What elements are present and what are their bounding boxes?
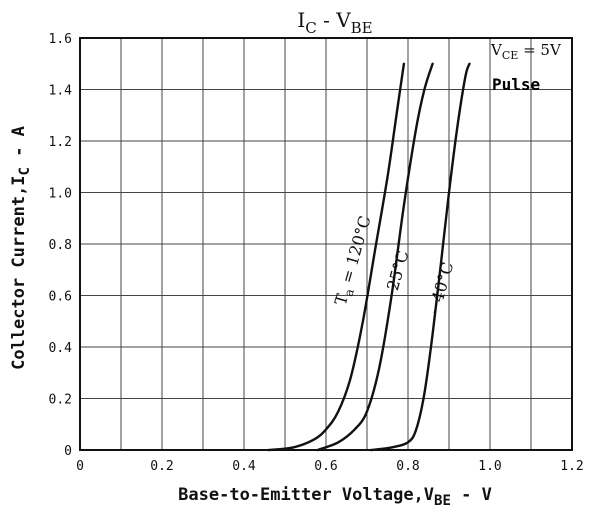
series-line-2: [369, 62, 471, 452]
y-tick-label: 1.4: [49, 84, 73, 99]
curves: [267, 62, 471, 452]
condition-annotation: VCE = 5V: [490, 41, 562, 62]
y-axis-title: Collector Current,IC - A: [9, 126, 33, 370]
chart-title: IC - VBE: [297, 8, 372, 37]
x-tick-label: 0.2: [150, 459, 173, 474]
x-tick-label: 0.4: [232, 459, 256, 474]
y-tick-label: 1.6: [49, 32, 72, 47]
tick-labels: 0 0.2 0.4 0.6 0.8 1.0 1.2 0 0.2 0.4 0.6 0.8 1.0 1.2 1.…: [49, 32, 584, 474]
x-tick-label: 1.2: [560, 459, 583, 474]
x-tick-label: 1.0: [478, 459, 501, 474]
plot-border: [79, 37, 573, 451]
y-tick-label: 0.8: [49, 238, 72, 253]
y-tick-label: 0: [64, 444, 72, 459]
y-tick-label: 1.0: [49, 187, 72, 202]
pulse-annotation: Pulse: [492, 75, 540, 94]
series-line-0: [267, 62, 406, 452]
y-tick-label: 0.2: [49, 393, 72, 408]
x-axis-title: Base-to-Emitter Voltage,VBE - V: [178, 485, 492, 508]
y-tick-label: 0.4: [49, 341, 73, 356]
series-line-1: [316, 62, 434, 452]
x-tick-label: 0.8: [396, 459, 419, 474]
y-tick-label: 1.2: [49, 135, 72, 150]
x-tick-label: 0: [76, 459, 84, 474]
x-tick-label: 0.6: [314, 459, 337, 474]
y-tick-label: 0.6: [49, 290, 72, 305]
